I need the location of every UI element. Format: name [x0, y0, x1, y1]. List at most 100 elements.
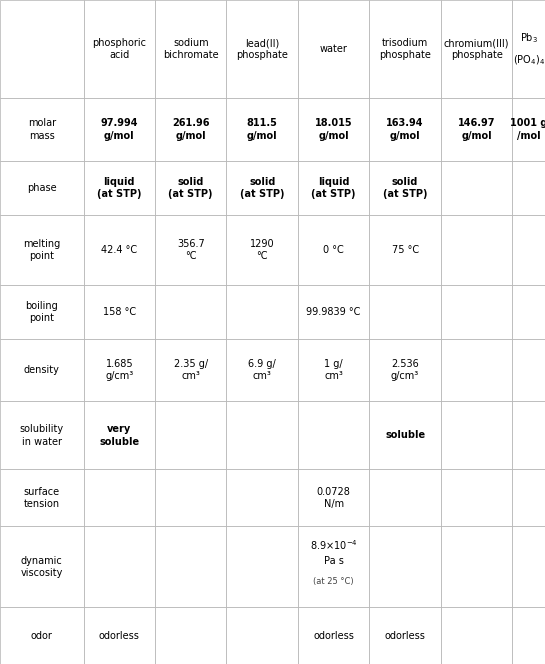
Text: 146.97
g/mol: 146.97 g/mol: [458, 118, 495, 141]
Bar: [370, 607, 441, 664]
Bar: [441, 607, 512, 664]
Bar: [512, 285, 545, 339]
Text: (at 25 °C): (at 25 °C): [313, 577, 354, 586]
Bar: [83, 607, 155, 664]
Text: sodium
bichromate: sodium bichromate: [163, 38, 219, 60]
Bar: [370, 285, 441, 339]
Bar: [512, 401, 545, 469]
Text: soluble: soluble: [385, 430, 425, 440]
Bar: [227, 285, 298, 339]
Bar: [512, 0, 545, 98]
Text: 6.9 g/
cm³: 6.9 g/ cm³: [249, 359, 276, 381]
Bar: [298, 285, 370, 339]
Text: boiling
point: boiling point: [26, 301, 58, 323]
Bar: [227, 469, 298, 526]
Bar: [298, 469, 370, 526]
Text: 0 °C: 0 °C: [323, 245, 344, 255]
Text: Pb$_3$: Pb$_3$: [520, 32, 537, 46]
Bar: [83, 339, 155, 401]
Bar: [83, 215, 155, 285]
Text: 163.94
g/mol: 163.94 g/mol: [386, 118, 424, 141]
Bar: [512, 161, 545, 215]
Bar: [370, 98, 441, 161]
Bar: [441, 526, 512, 607]
Bar: [0, 161, 83, 215]
Bar: [0, 401, 83, 469]
Bar: [298, 0, 370, 98]
Text: 0.0728
N/m: 0.0728 N/m: [317, 487, 350, 509]
Text: 99.9839 °C: 99.9839 °C: [306, 307, 361, 317]
Text: phosphoric
acid: phosphoric acid: [92, 38, 146, 60]
Text: 811.5
g/mol: 811.5 g/mol: [247, 118, 277, 141]
Bar: [0, 285, 83, 339]
Bar: [370, 161, 441, 215]
Bar: [298, 98, 370, 161]
Text: liquid
(at STP): liquid (at STP): [97, 177, 142, 199]
Text: odorless: odorless: [385, 631, 426, 641]
Bar: [370, 0, 441, 98]
Bar: [227, 215, 298, 285]
Bar: [512, 339, 545, 401]
Bar: [298, 526, 370, 607]
Bar: [155, 98, 227, 161]
Bar: [0, 526, 83, 607]
Bar: [441, 98, 512, 161]
Bar: [441, 0, 512, 98]
Bar: [512, 469, 545, 526]
Text: dynamic
viscosity: dynamic viscosity: [21, 556, 63, 578]
Bar: [155, 161, 227, 215]
Bar: [83, 98, 155, 161]
Bar: [298, 607, 370, 664]
Bar: [512, 98, 545, 161]
Text: liquid
(at STP): liquid (at STP): [311, 177, 356, 199]
Bar: [155, 0, 227, 98]
Text: trisodium
phosphate: trisodium phosphate: [379, 38, 431, 60]
Bar: [370, 401, 441, 469]
Bar: [227, 607, 298, 664]
Bar: [370, 526, 441, 607]
Text: 75 °C: 75 °C: [391, 245, 419, 255]
Text: solid
(at STP): solid (at STP): [383, 177, 427, 199]
Bar: [298, 339, 370, 401]
Text: density: density: [24, 365, 60, 375]
Bar: [83, 526, 155, 607]
Bar: [0, 607, 83, 664]
Bar: [227, 0, 298, 98]
Text: odorless: odorless: [313, 631, 354, 641]
Bar: [370, 215, 441, 285]
Text: 1 g/
cm³: 1 g/ cm³: [324, 359, 343, 381]
Bar: [227, 161, 298, 215]
Bar: [83, 161, 155, 215]
Bar: [227, 339, 298, 401]
Text: Pa s: Pa s: [324, 556, 343, 566]
Bar: [512, 526, 545, 607]
Bar: [298, 215, 370, 285]
Bar: [155, 401, 227, 469]
Bar: [441, 469, 512, 526]
Text: lead(II)
phosphate: lead(II) phosphate: [237, 38, 288, 60]
Bar: [227, 401, 298, 469]
Text: 356.7
°C: 356.7 °C: [177, 238, 204, 261]
Bar: [441, 285, 512, 339]
Text: 261.96
g/mol: 261.96 g/mol: [172, 118, 209, 141]
Bar: [298, 401, 370, 469]
Text: surface
tension: surface tension: [24, 487, 60, 509]
Bar: [441, 215, 512, 285]
Text: 97.994
g/mol: 97.994 g/mol: [100, 118, 138, 141]
Text: 1290
°C: 1290 °C: [250, 238, 275, 261]
Text: odorless: odorless: [99, 631, 140, 641]
Text: 158 °C: 158 °C: [102, 307, 136, 317]
Bar: [155, 607, 227, 664]
Bar: [370, 469, 441, 526]
Bar: [155, 215, 227, 285]
Bar: [512, 607, 545, 664]
Bar: [512, 215, 545, 285]
Text: solid
(at STP): solid (at STP): [168, 177, 213, 199]
Bar: [0, 215, 83, 285]
Text: 18.015
g/mol: 18.015 g/mol: [315, 118, 353, 141]
Text: 1.685
g/cm³: 1.685 g/cm³: [105, 359, 134, 381]
Text: 2.35 g/
cm³: 2.35 g/ cm³: [174, 359, 208, 381]
Text: melting
point: melting point: [23, 238, 60, 261]
Text: 2.536
g/cm³: 2.536 g/cm³: [391, 359, 419, 381]
Bar: [441, 161, 512, 215]
